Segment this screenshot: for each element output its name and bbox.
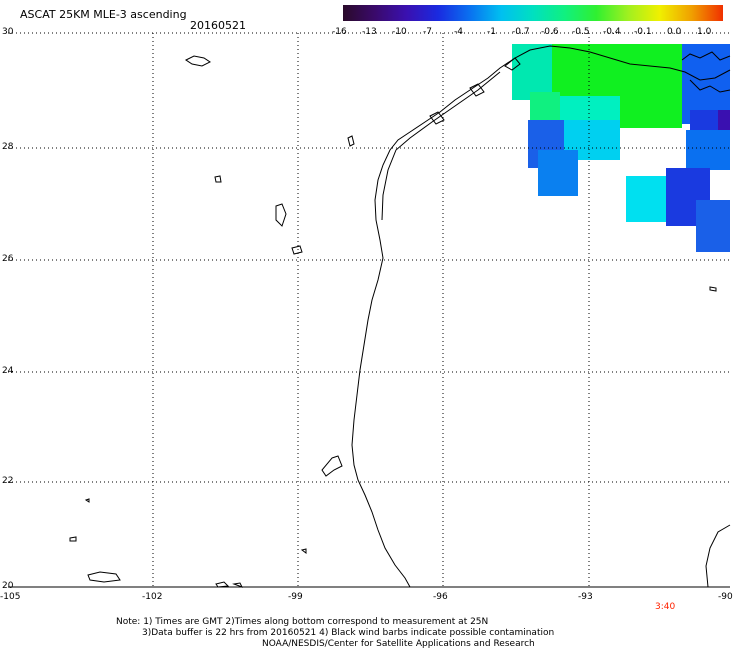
coastline-segment <box>351 45 731 588</box>
lon-label: -96 <box>433 592 448 602</box>
colorbar-label: 1.0 <box>697 27 712 37</box>
coastline-segment <box>69 536 77 542</box>
lat-lon-grid <box>8 32 730 588</box>
chart-title: ASCAT 25KM MLE-3 ascending <box>20 8 187 21</box>
colorbar-strip <box>343 5 723 21</box>
colorbar-label: -4 <box>454 27 463 37</box>
coastline-segment <box>185 55 211 67</box>
coastline-segment <box>300 548 307 554</box>
colorbar-label: -16 <box>332 27 347 37</box>
coastline-segment <box>215 581 230 588</box>
data-cell <box>538 150 578 196</box>
coastline-segment <box>232 582 244 588</box>
coastline-segment <box>321 455 343 477</box>
data-cell <box>626 176 666 222</box>
lon-label: -93 <box>578 592 593 602</box>
coastline-segment <box>275 203 287 227</box>
lon-label: -102 <box>142 592 163 602</box>
lat-label: 20 <box>2 581 14 591</box>
coastline-segment <box>705 524 731 588</box>
lat-label: 22 <box>2 476 14 486</box>
colorbar-label: -0.5 <box>572 27 590 37</box>
coastline-segment <box>709 286 717 292</box>
lon-label: -99 <box>288 592 303 602</box>
coastline-segment <box>381 71 501 221</box>
lat-label: 30 <box>2 27 14 37</box>
data-cell <box>530 92 560 120</box>
colorbar-label: -13 <box>362 27 377 37</box>
colorbar-label: -10 <box>392 27 407 37</box>
lon-label: -105 <box>0 592 21 602</box>
coastline-segment <box>84 498 90 503</box>
coastline-segment <box>214 175 222 183</box>
coastline-segment <box>429 111 445 125</box>
data-cell <box>512 44 552 100</box>
note-line-1: Note: 1) Times are GMT 2)Times along bot… <box>116 617 489 627</box>
coastline-segment <box>504 57 521 71</box>
data-cell <box>686 130 730 170</box>
data-cell <box>696 200 730 252</box>
lat-label: 28 <box>2 142 14 152</box>
colorbar-label: -1 <box>487 27 496 37</box>
colorbar-label: -0.6 <box>541 27 559 37</box>
data-cell <box>718 110 730 130</box>
colorbar-label: -7 <box>423 27 432 37</box>
coastline-segment <box>689 79 731 93</box>
colorbar-label: -0.4 <box>603 27 621 37</box>
note-line-3: NOAA/NESDIS/Center for Satellite Applica… <box>262 639 535 649</box>
coastline <box>69 45 731 588</box>
coastline-segment <box>87 571 121 583</box>
colorbar-label: -0.7 <box>512 27 530 37</box>
coastline-segment <box>469 83 485 97</box>
colorbar-label: 0.0 <box>667 27 682 37</box>
coastline-segment <box>347 135 355 147</box>
lat-label: 24 <box>2 366 14 376</box>
colorbar-label: -0.1 <box>634 27 652 37</box>
chart-date: 20160521 <box>190 19 246 32</box>
time-label: 3:40 <box>655 602 676 612</box>
coastline-segment <box>291 245 303 255</box>
coastline-segment <box>681 51 731 61</box>
data-cells <box>512 44 730 252</box>
colorbar <box>343 5 723 21</box>
lat-label: 26 <box>2 254 14 264</box>
note-line-2: 3)Data buffer is 22 hrs from 20160521 4)… <box>142 628 555 638</box>
lon-label: -90 <box>718 592 733 602</box>
